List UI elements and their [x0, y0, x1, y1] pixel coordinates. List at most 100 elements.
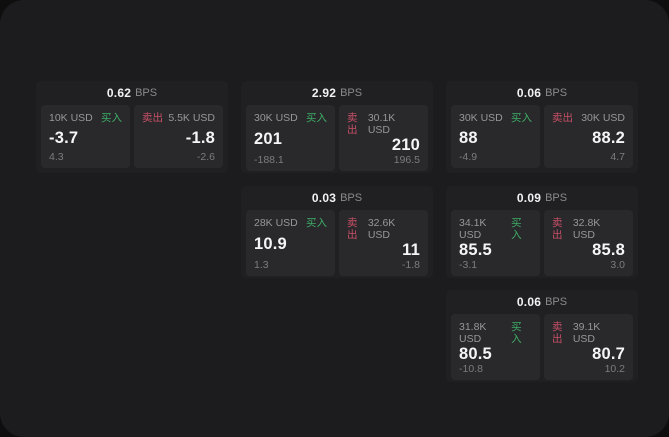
sell-label: 卖出 — [552, 217, 563, 241]
sell-price: 11 — [402, 241, 420, 259]
bps-value: 2.92 — [311, 86, 337, 100]
bps-value: 0.03 — [311, 191, 337, 205]
buy-price: 10.9 — [254, 235, 287, 253]
sell-panel[interactable]: 卖出 30.1K USD 210 196.5 — [339, 105, 428, 171]
card-body: 31.8K USD 买入 80.5 -10.8 卖出 39.1K USD 80.… — [446, 314, 638, 385]
bps-unit-label: BPS — [545, 296, 568, 308]
bps-value: 0.62 — [106, 86, 132, 100]
buy-delta: 4.3 — [49, 151, 64, 163]
sell-panel[interactable]: 卖出 30K USD 88.2 4.7 — [544, 105, 633, 168]
sell-delta: -2.6 — [196, 151, 215, 163]
buy-price: 85.5 — [459, 241, 492, 259]
card-body: 30K USD 买入 201 -188.1 卖出 30.1K USD 210 1… — [241, 105, 433, 176]
quote-card: 0.62 BPS 10K USD 买入 -3.7 4.3 卖出 5.5K USD… — [36, 81, 228, 173]
quote-card: 0.03 BPS 28K USD 买入 10.9 1.3 卖出 32.6K US… — [241, 186, 433, 278]
sell-panel-top: 卖出 32.8K USD — [552, 217, 625, 241]
sell-amount: 5.5K USD — [168, 112, 215, 124]
sell-label: 卖出 — [347, 217, 358, 241]
buy-amount: 30K USD — [459, 112, 503, 124]
bps-unit-label: BPS — [340, 87, 363, 99]
buy-panel-top: 10K USD 买入 — [49, 112, 122, 124]
card-header: 2.92 BPS — [241, 81, 433, 105]
sell-panel[interactable]: 卖出 32.6K USD 11 -1.8 — [339, 210, 428, 276]
buy-delta: -4.9 — [459, 151, 478, 163]
buy-price: -3.7 — [49, 128, 79, 147]
card-header: 0.06 BPS — [446, 81, 638, 105]
sell-price: 80.7 — [592, 345, 625, 363]
buy-amount: 31.8K USD — [459, 321, 487, 345]
sell-amount: 32.8K USD — [572, 217, 601, 241]
sell-panel[interactable]: 卖出 5.5K USD -1.8 -2.6 — [134, 105, 223, 168]
bps-unit-label: BPS — [340, 192, 363, 204]
card-header: 0.06 BPS — [446, 290, 638, 314]
card-body: 30K USD 买入 88 -4.9 卖出 30K USD 88.2 4.7 — [446, 105, 638, 173]
card-header: 0.03 BPS — [241, 186, 433, 210]
buy-amount: 10K USD — [49, 112, 93, 124]
buy-amount: 30K USD — [254, 112, 298, 124]
buy-label: 买入 — [511, 112, 532, 124]
buy-panel[interactable]: 34.1K USD 买入 85.5 -3.1 — [451, 210, 540, 276]
quote-card: 0.06 BPS 30K USD 买入 88 -4.9 卖出 30K USD 8… — [446, 81, 638, 173]
buy-price: 201 — [254, 130, 283, 148]
buy-panel-top: 31.8K USD 买入 — [459, 321, 532, 345]
buy-panel[interactable]: 31.8K USD 买入 80.5 -10.8 — [451, 314, 540, 380]
buy-delta: -3.1 — [459, 259, 478, 271]
sell-delta: 10.2 — [604, 363, 625, 375]
buy-price: 88 — [459, 128, 478, 147]
buy-label: 买入 — [101, 112, 122, 124]
card-body: 34.1K USD 买入 85.5 -3.1 卖出 32.8K USD 85.8… — [446, 210, 638, 281]
buy-delta: -10.8 — [459, 363, 483, 375]
buy-label: 买入 — [511, 217, 522, 241]
sell-price: 210 — [391, 136, 420, 154]
buy-amount: 34.1K USD — [459, 217, 487, 241]
card-body: 10K USD 买入 -3.7 4.3 卖出 5.5K USD -1.8 -2.… — [36, 105, 228, 173]
sell-amount: 30.1K USD — [367, 112, 396, 136]
buy-panel-top: 30K USD 买入 — [459, 112, 532, 124]
sell-delta: 4.7 — [610, 151, 625, 163]
card-body: 28K USD 买入 10.9 1.3 卖出 32.6K USD 11 -1.8 — [241, 210, 433, 281]
sell-panel-top: 卖出 30K USD — [552, 112, 625, 124]
sell-panel-top: 卖出 39.1K USD — [552, 321, 625, 345]
quote-card: 2.92 BPS 30K USD 买入 201 -188.1 卖出 30.1K … — [241, 81, 433, 173]
bps-value: 0.06 — [516, 86, 542, 100]
sell-amount: 30K USD — [581, 112, 625, 124]
bps-value: 0.06 — [516, 295, 542, 309]
sell-price: 85.8 — [592, 241, 625, 259]
buy-panel[interactable]: 30K USD 买入 201 -188.1 — [246, 105, 335, 171]
sell-delta: 196.5 — [393, 154, 420, 166]
buy-price: 80.5 — [459, 345, 492, 363]
sell-panel[interactable]: 卖出 32.8K USD 85.8 3.0 — [544, 210, 633, 276]
buy-panel-top: 34.1K USD 买入 — [459, 217, 532, 241]
sell-delta: 3.0 — [610, 259, 625, 271]
sell-panel[interactable]: 卖出 39.1K USD 80.7 10.2 — [544, 314, 633, 380]
sell-label: 卖出 — [552, 321, 563, 345]
buy-delta: -188.1 — [254, 154, 284, 166]
buy-panel[interactable]: 10K USD 买入 -3.7 4.3 — [41, 105, 130, 168]
card-header: 0.09 BPS — [446, 186, 638, 210]
buy-panel-top: 28K USD 买入 — [254, 217, 327, 229]
buy-label: 买入 — [306, 217, 327, 229]
buy-panel-top: 30K USD 买入 — [254, 112, 327, 124]
sell-delta: -1.8 — [401, 259, 420, 271]
sell-panel-top: 卖出 5.5K USD — [142, 112, 215, 124]
sell-panel-top: 卖出 30.1K USD — [347, 112, 420, 136]
sell-amount: 39.1K USD — [572, 321, 601, 345]
sell-label: 卖出 — [347, 112, 358, 136]
bps-unit-label: BPS — [545, 87, 568, 99]
card-header: 0.62 BPS — [36, 81, 228, 105]
sell-price: -1.8 — [185, 128, 215, 147]
bps-unit-label: BPS — [135, 87, 158, 99]
buy-panel[interactable]: 28K USD 买入 10.9 1.3 — [246, 210, 335, 276]
sell-price: 88.2 — [592, 128, 625, 147]
sell-label: 卖出 — [142, 112, 163, 124]
quote-card: 0.09 BPS 34.1K USD 买入 85.5 -3.1 卖出 32.8K… — [446, 186, 638, 278]
buy-label: 买入 — [511, 321, 522, 345]
buy-panel[interactable]: 30K USD 买入 88 -4.9 — [451, 105, 540, 168]
sell-label: 卖出 — [552, 112, 573, 124]
sell-amount: 32.6K USD — [367, 217, 396, 241]
bps-value: 0.09 — [516, 191, 542, 205]
sell-panel-top: 卖出 32.6K USD — [347, 217, 420, 241]
bps-unit-label: BPS — [545, 192, 568, 204]
buy-label: 买入 — [306, 112, 327, 124]
